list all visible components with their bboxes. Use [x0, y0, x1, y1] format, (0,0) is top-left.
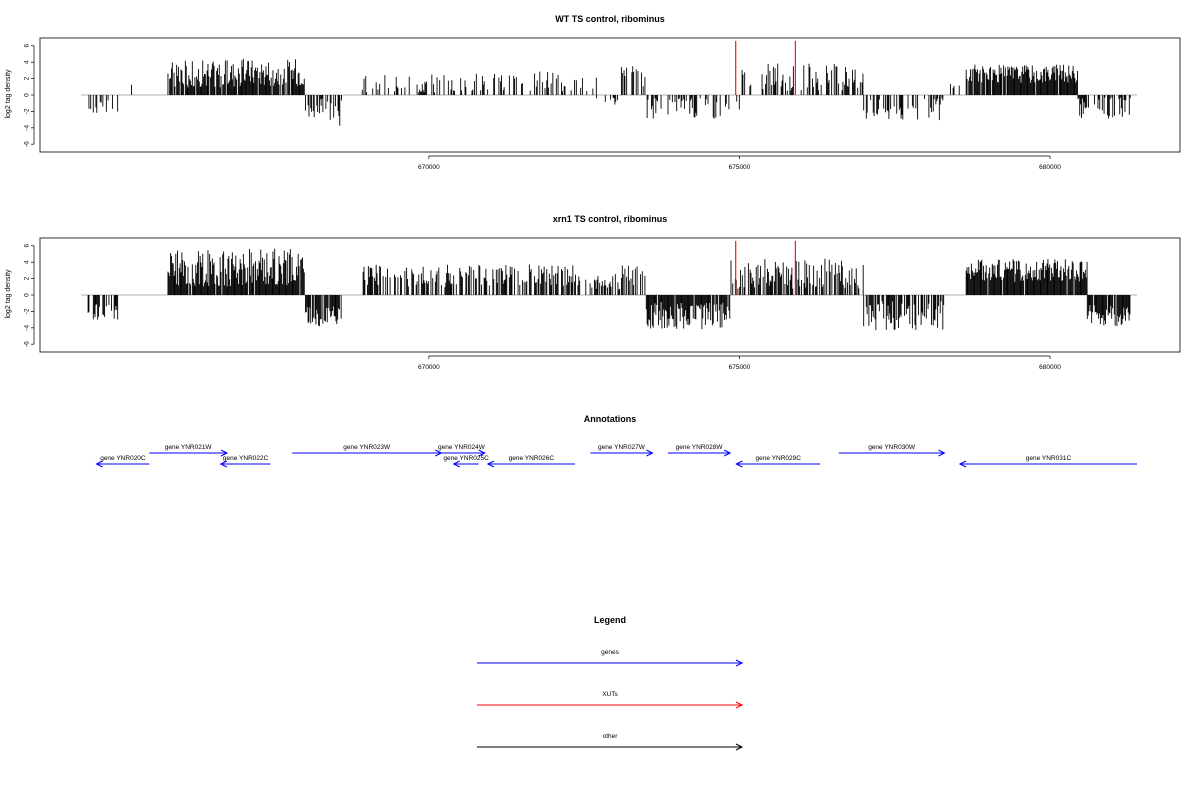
- xrn1-y-tick-label: 4: [24, 260, 31, 264]
- wt-x-tick-label: 675000: [729, 164, 751, 171]
- xrn1-y-axis-label: log2 tag density: [5, 269, 12, 319]
- gene-arrow-head: [646, 449, 654, 457]
- gene-label: gene YNR021W: [165, 444, 213, 451]
- wt-track-panel: WT TS control, ribominus log2 tag densit…: [5, 14, 1181, 171]
- gene-arrow-head: [95, 460, 103, 468]
- xrn1-plot-frame: [39, 237, 1181, 353]
- legend-item-arrowhead: [735, 659, 744, 667]
- gene-label: gene YNR020C: [100, 455, 146, 462]
- gene-arrow-head: [452, 460, 460, 468]
- gene-label: gene YNR030W: [868, 444, 916, 451]
- gene-arrow-head: [486, 460, 495, 468]
- legend-title: Legend: [594, 615, 626, 625]
- annotations-title: Annotations: [584, 414, 637, 424]
- gene-arrow-head: [219, 460, 227, 468]
- legend-panel: Legend genes XUTs other: [477, 615, 744, 751]
- gene-label: gene YNR024W: [438, 444, 486, 451]
- wt-x-tick-label: 670000: [418, 164, 440, 171]
- gene-label: gene YNR031C: [1026, 455, 1072, 462]
- gene-label: gene YNR025C: [443, 455, 489, 462]
- wt-x-tick-label: 680000: [1039, 164, 1061, 171]
- xrn1-y-tick-label: 2: [24, 276, 31, 280]
- xrn1-y-tick-label: -4: [24, 325, 31, 331]
- legend-item-label: other: [603, 733, 619, 740]
- gene-label: gene YNR026C: [509, 455, 555, 462]
- xrn1-y-tick-label: -2: [24, 308, 31, 314]
- xrn1-track-title: xrn1 TS control, ribominus: [553, 214, 668, 224]
- xrn1-y-tick-label: 0: [24, 293, 31, 297]
- gene-arrow-head: [478, 449, 486, 457]
- legend-item-label: genes: [601, 649, 619, 656]
- xrn1-x-tick-label: 670000: [418, 364, 440, 371]
- annotations-panel: Annotations gene YNR020C gene YNR021W gene…: [95, 414, 1137, 468]
- gene-arrow-head: [723, 449, 732, 457]
- wt-y-tick-label: -6: [24, 141, 31, 147]
- xrn1-track-panel: xrn1 TS control, ribominus log2 tag dens…: [5, 214, 1181, 371]
- gene-label: gene YNR022C: [223, 455, 269, 462]
- xrn1-y-tick-label: 6: [24, 244, 31, 248]
- wt-y-tick-label: -2: [24, 108, 31, 114]
- gene-label: gene YNR029C: [756, 455, 802, 462]
- xrn1-y-tick-label: -6: [24, 341, 31, 347]
- gene-label: gene YNR023W: [343, 444, 391, 451]
- legend-item-label: XUTs: [602, 691, 618, 698]
- gene-arrow-head: [220, 449, 229, 457]
- xrn1-x-tick-label: 675000: [729, 364, 751, 371]
- gene-arrow-head: [938, 449, 946, 457]
- gene-label: gene YNR027W: [598, 444, 646, 451]
- wt-plot-frame: [39, 37, 1181, 153]
- wt-y-tick-label: -4: [24, 125, 31, 131]
- xrn1-x-tick-label: 680000: [1039, 364, 1061, 371]
- gene-label: gene YNR028W: [676, 444, 724, 451]
- wt-y-tick-label: 6: [24, 44, 31, 48]
- gene-arrow-head: [735, 460, 743, 468]
- legend-item-arrowhead: [735, 743, 744, 751]
- wt-y-tick-label: 0: [24, 93, 31, 97]
- legend-item-arrowhead: [735, 701, 744, 709]
- wt-y-tick-label: 2: [24, 76, 31, 80]
- wt-track-title: WT TS control, ribominus: [555, 14, 665, 24]
- wt-y-tick-label: 4: [24, 60, 31, 64]
- wt-y-axis-label: log2 tag density: [5, 69, 12, 119]
- gene-arrow-head: [958, 460, 967, 468]
